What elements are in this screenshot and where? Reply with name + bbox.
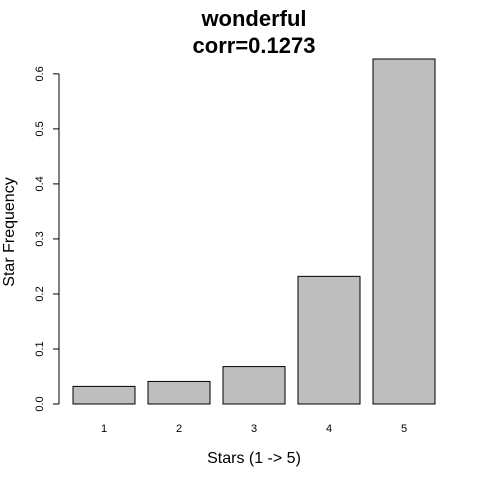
x-tick-label: 2	[176, 423, 182, 435]
x-tick-label: 4	[326, 423, 332, 435]
x-tick-label: 1	[101, 423, 107, 435]
bar-2	[147, 380, 211, 405]
bar-5	[372, 58, 436, 405]
y-axis-label: Star Frequency	[1, 177, 18, 286]
y-tick-label: 0.3	[34, 231, 46, 246]
y-tick-label: 0.0	[34, 396, 46, 411]
chart-subtitle: corr=0.1273	[193, 33, 316, 58]
bar-3	[222, 366, 286, 405]
bar-4	[297, 275, 361, 405]
y-tick-label: 0.6	[34, 66, 46, 81]
y-tick-label: 0.4	[34, 176, 46, 191]
bar-1	[72, 385, 136, 405]
y-tick-label: 0.1	[34, 341, 46, 356]
y-tick-label: 0.5	[34, 121, 46, 136]
bars-group	[72, 58, 436, 405]
chart-title: wonderful	[200, 6, 306, 31]
x-tick-labels: 1 2 3 4 5	[101, 423, 407, 435]
x-tick-label: 5	[401, 423, 407, 435]
x-axis-label: Stars (1 -> 5)	[207, 450, 301, 467]
x-tick-label: 3	[251, 423, 257, 435]
y-axis: 0.0 0.1 0.2 0.3 0.4 0.5 0.6	[34, 66, 60, 412]
y-tick-label: 0.2	[34, 286, 46, 301]
